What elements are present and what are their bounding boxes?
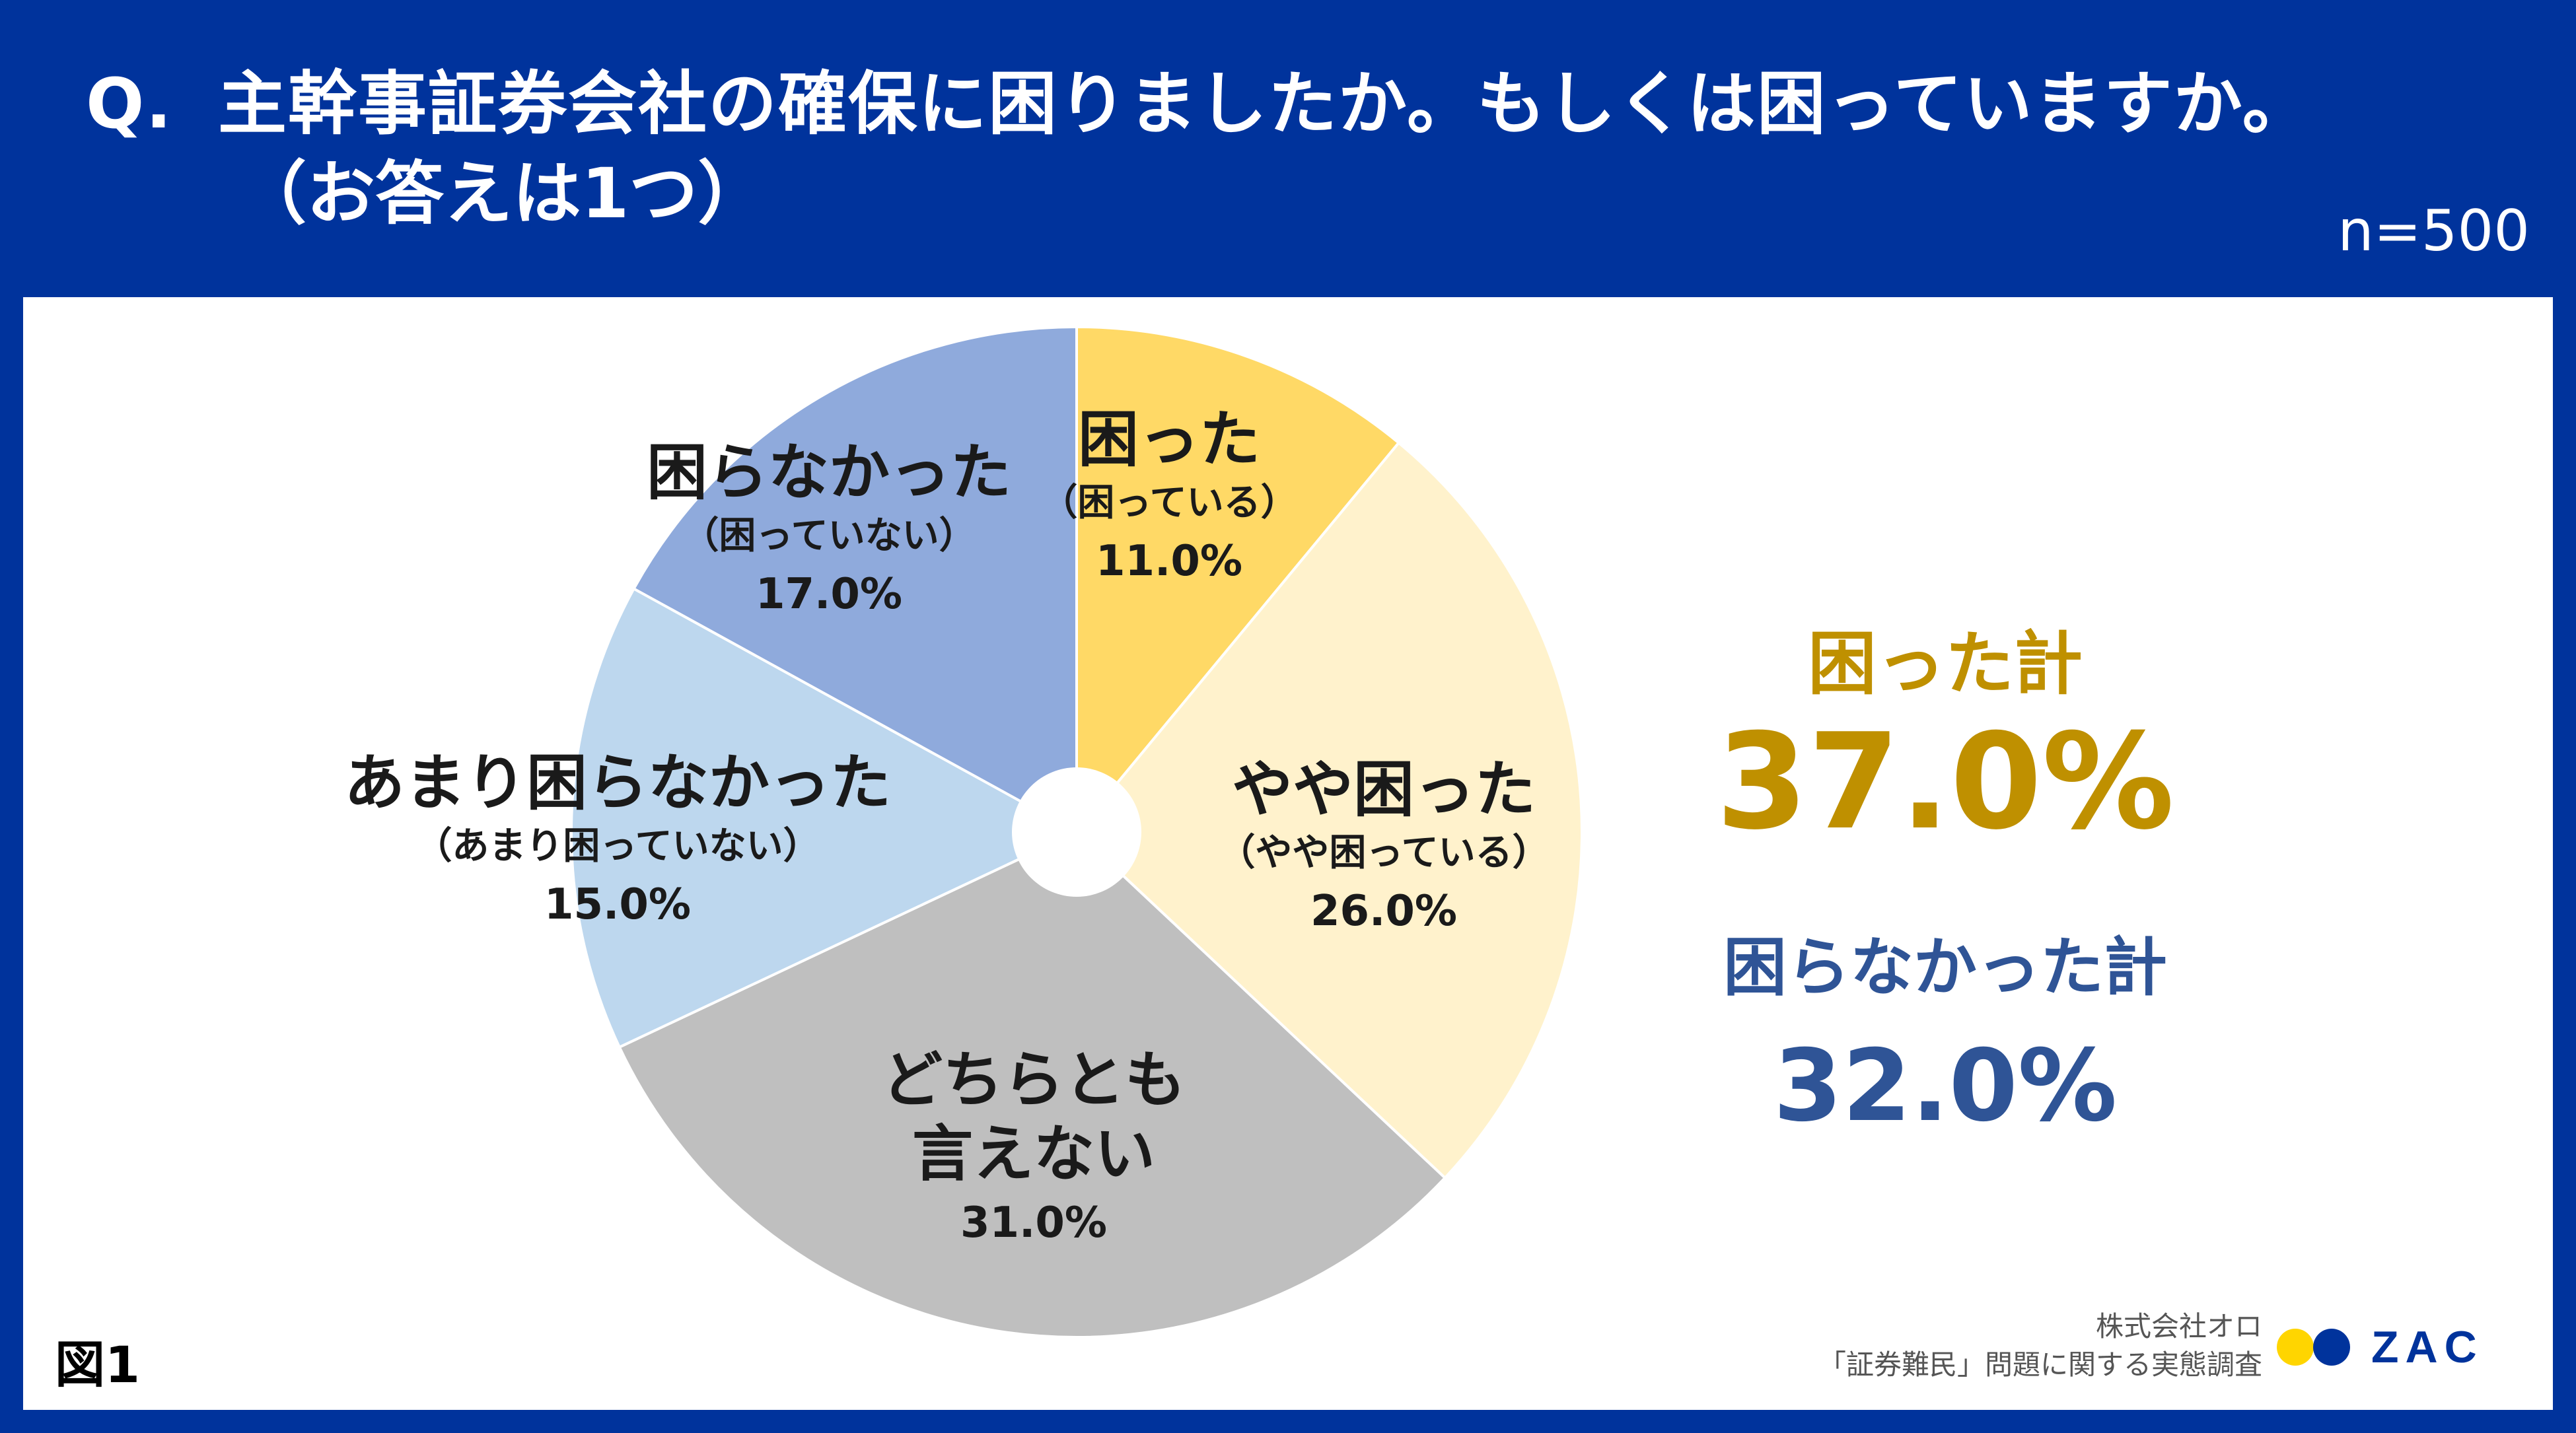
total-no-trouble: 困らなかった計 32.0% <box>1681 928 2209 1152</box>
logo-blue-dot-icon <box>2313 1329 2350 1366</box>
chart-panel: 困った （困っている） 11.0% やや困った （やや困っている） 26.0% … <box>23 297 2553 1410</box>
slice-name-line2: 言えない <box>912 1119 1155 1189</box>
slice-sublabel: （困っている） <box>1040 481 1298 524</box>
credit-company: 株式会社オロ <box>2095 1310 2262 1343</box>
slice-label-komatta: 困った （困っている） 11.0% <box>1037 403 1301 593</box>
total-no-trouble-label: 困らなかった計 <box>1723 930 2167 1004</box>
slice-value: 17.0% <box>755 570 903 619</box>
pie-center-hole <box>1012 767 1141 897</box>
sample-size: n=500 <box>2338 198 2530 264</box>
slice-name: 困らなかった <box>646 437 1011 508</box>
slice-label-dochiratomo: どちらとも 言えない 31.0% <box>816 1043 1252 1255</box>
logo-yellow-dot-icon <box>2277 1329 2314 1366</box>
question-title: Q. 主幹事証券会社の確保に困りましたか。もしくは困っていますか。 <box>86 61 2312 147</box>
slice-sublabel: （困っていない） <box>682 514 976 557</box>
slice-label-amari-komaranakatta: あまり困らなかった （あまり困っていない） 15.0% <box>287 746 948 936</box>
slice-value: 15.0% <box>544 880 692 929</box>
slice-sublabel: （あまり困っていない） <box>415 825 820 868</box>
question-text: 主幹事証券会社の確保に困りましたか。もしくは困っていますか。 <box>218 63 2312 144</box>
slice-name: やや困った <box>1231 754 1536 825</box>
pie-chart <box>570 325 1583 1339</box>
logo-text: ZAC <box>2371 1322 2484 1372</box>
slice-name: 困った <box>1077 404 1260 475</box>
slice-value: 31.0% <box>960 1199 1108 1247</box>
pie-slice-2 <box>618 830 1447 1339</box>
credit: 株式会社オロ 「証券難民」問題に関する実態調査 <box>1818 1308 2262 1384</box>
total-no-trouble-value: 32.0% <box>1773 1029 2118 1144</box>
total-trouble: 困った計 37.0% <box>1714 621 2176 858</box>
slice-name: あまり困らなかった <box>343 748 891 818</box>
slice-sublabel: （やや困っている） <box>1218 831 1550 874</box>
header: Q. 主幹事証券会社の確保に困りましたか。もしくは困っていますか。 （お答えは1つ… <box>0 0 2576 297</box>
figure-label: 図1 <box>55 1335 140 1394</box>
total-trouble-value: 37.0% <box>1716 705 2174 859</box>
pie-slice-3 <box>570 586 1080 1049</box>
pie-slice-4 <box>631 325 1078 835</box>
slice-label-komaranakatta: 困らなかった （困っていない） 17.0% <box>598 436 1060 626</box>
question-instruction: （お答えは1つ） <box>238 153 767 234</box>
total-trouble-label: 困った計 <box>1807 623 2083 704</box>
question-prefix: Q. <box>86 63 173 144</box>
credit-survey: 「証券難民」問題に関する実態調査 <box>1818 1348 2262 1381</box>
slice-name-line1: どちらとも <box>881 1045 1186 1115</box>
pie-slice-0 <box>1075 325 1401 836</box>
slice-value: 26.0% <box>1310 887 1458 936</box>
slice-label-yaya-komatta: やや困った （やや困っている） 26.0% <box>1179 753 1589 943</box>
slice-value: 11.0% <box>1095 537 1243 586</box>
zac-logo: ZAC <box>2277 1322 2484 1372</box>
pie-slice-1 <box>1075 440 1583 1180</box>
